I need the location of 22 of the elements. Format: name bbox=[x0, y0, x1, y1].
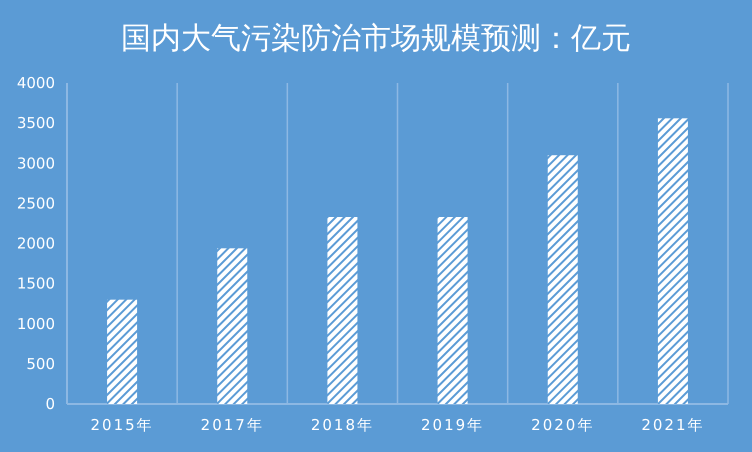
x-tick-label: 2021年 bbox=[641, 416, 705, 434]
y-tick-label: 3500 bbox=[16, 114, 55, 132]
x-tick-label: 2019年 bbox=[420, 416, 484, 434]
y-tick-label: 1500 bbox=[16, 274, 55, 293]
bar bbox=[217, 248, 248, 404]
bar bbox=[107, 300, 138, 404]
bar bbox=[438, 217, 468, 404]
y-tick-label: 4000 bbox=[16, 74, 55, 92]
y-tick-label: 2000 bbox=[16, 234, 55, 252]
bar bbox=[327, 217, 358, 404]
x-tick-label: 2017年 bbox=[200, 416, 264, 434]
bar bbox=[658, 118, 688, 404]
y-tick-label: 500 bbox=[26, 354, 55, 373]
y-tick-label: 1000 bbox=[16, 314, 55, 333]
y-tick-label: 2500 bbox=[16, 194, 55, 212]
chart-title: 国内大气污染防治市场规模预测：亿元 bbox=[121, 21, 631, 56]
y-tick-label: 0 bbox=[45, 395, 55, 413]
x-tick-label: 2018年 bbox=[310, 416, 374, 434]
bar bbox=[548, 155, 578, 404]
x-tick-label: 2020年 bbox=[531, 416, 594, 434]
x-tick-label: 2015年 bbox=[90, 416, 154, 434]
y-tick-label: 3000 bbox=[16, 154, 55, 172]
